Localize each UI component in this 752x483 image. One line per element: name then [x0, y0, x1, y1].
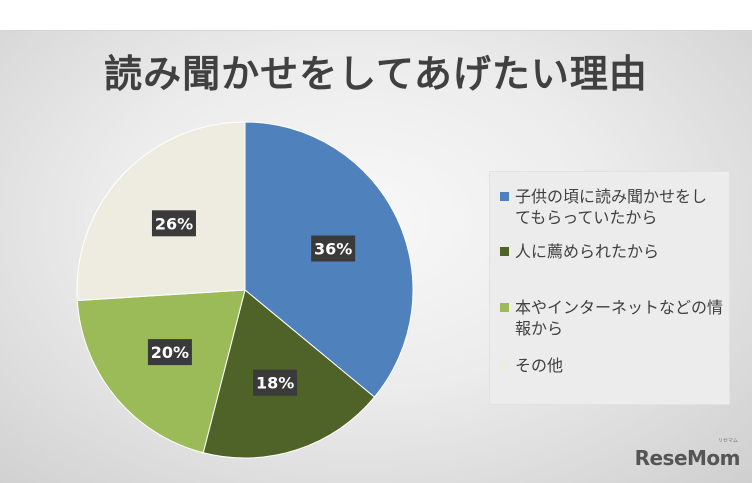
legend-text-childhood-1: 子供の頃に読み聞かせをし	[515, 187, 708, 206]
resemom-logo: ReseMom	[634, 446, 741, 470]
data-label-recommended: 18%	[256, 374, 294, 393]
pie-slice-information	[76, 289, 246, 454]
legend-text-childhood-2: てもらっていたから	[515, 208, 658, 227]
legend-swatch-recommended	[500, 247, 509, 256]
brand-logo-small-text: リセマム	[717, 438, 738, 444]
data-label-information: 20%	[151, 343, 189, 362]
legend-swatch-other	[500, 361, 509, 370]
data-label-childhood: 36%	[314, 240, 352, 259]
legend-text-other: その他	[515, 356, 564, 375]
data-label-bg-recommended	[253, 369, 298, 396]
legend-text-information-2: 報から	[515, 319, 564, 338]
legend-item-other: その他	[500, 355, 725, 376]
legend-swatch-information	[500, 303, 509, 312]
legend: 子供の頃に読み聞かせをし てもらっていたから 人に薦められたから 本やインターネ…	[489, 171, 730, 405]
legend-item-information: 本やインターネットなどの情 報から	[500, 297, 725, 339]
legend-text-recommended: 人に薦められたから	[515, 242, 660, 261]
data-label-bg-information	[147, 339, 192, 366]
data-label-other: 26%	[155, 214, 193, 233]
legend-swatch-childhood	[500, 192, 509, 201]
legend-text-information-1: 本やインターネットなどの情	[515, 298, 724, 317]
data-label-bg-other	[151, 210, 196, 237]
chart-title: 読み聞かせをしてあげたい理由	[104, 52, 648, 96]
legend-item-recommended: 人に薦められたから	[500, 241, 725, 262]
data-label-bg-childhood	[311, 235, 356, 262]
legend-item-childhood: 子供の頃に読み聞かせをし てもらっていたから	[500, 186, 725, 228]
